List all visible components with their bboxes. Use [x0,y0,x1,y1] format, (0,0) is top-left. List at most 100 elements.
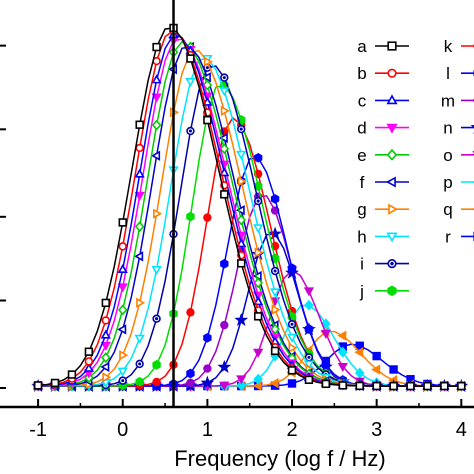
point-l-22 [220,259,229,269]
legend-marker-a [387,41,397,51]
point-k-20 [203,213,212,222]
point-d-12 [134,191,145,201]
point-a-42 [389,381,398,391]
legend-label-e: e [357,146,366,165]
point-d-8 [100,341,111,351]
point-n-22 [217,359,232,373]
legend-item-b: b [357,64,409,83]
point-h-12 [134,334,145,344]
series-layer [31,23,469,392]
point-q-36 [337,330,347,341]
legend-marker-f [386,176,396,188]
point-j-18 [186,211,195,222]
point-i-24-core [239,127,243,131]
legend-label-l: l [446,64,450,83]
point-a-46 [423,381,432,391]
point-m-22 [220,320,229,330]
point-a-32 [304,375,314,385]
point-c-14 [151,74,162,84]
legend-item-f: f [360,173,409,192]
point-p-32 [304,299,314,311]
x-tick-label-5: 4 [456,419,467,441]
point-h-14 [151,265,162,276]
point-n-20 [200,375,215,389]
point-a-2 [50,378,60,388]
point-p-24 [236,379,247,391]
x-tick-label-1: 0 [117,419,128,441]
legend-label-j: j [359,282,364,301]
legend-item-a: a [357,37,409,56]
point-f-10 [117,324,127,335]
point-l-26 [253,153,263,163]
point-g-10 [119,350,129,361]
point-q-28 [269,378,279,389]
point-r-42 [389,365,398,374]
legend-label-f: f [360,173,365,192]
point-h-18 [185,77,196,88]
x-tick-label-2: 1 [202,419,213,441]
legend-label-n: n [443,119,452,138]
legend-marker-c [386,94,398,105]
point-c-8 [100,329,111,339]
point-g-20 [203,56,213,67]
point-h-30 [286,333,298,343]
point-g-24 [237,176,247,187]
point-i-20-core [205,66,209,70]
point-i-10-core [121,379,125,383]
point-f-24 [235,205,245,216]
point-a-44 [406,381,415,391]
point-l-34 [321,360,331,370]
point-l-28 [270,194,280,204]
point-h-10 [117,367,128,377]
legend-label-c: c [358,91,367,110]
point-f-26 [252,270,262,282]
point-m-18 [186,378,195,388]
legend-label-o: o [443,146,452,165]
legend-item-i: i [360,255,409,274]
point-l-18 [186,368,195,379]
point-o-34 [320,329,331,339]
point-e-22 [219,143,230,155]
legend-item-m: m [441,91,474,110]
point-c-10 [117,263,128,273]
legend-label-m: m [441,91,455,110]
point-m-20 [203,364,212,373]
point-h-32 [303,360,315,370]
series-p [33,299,467,392]
point-b-12 [135,143,144,153]
point-a-14 [152,42,161,52]
point-k-18 [186,308,195,317]
point-a-50 [457,381,466,391]
point-i-18-core [188,129,192,133]
point-p-36 [337,346,348,358]
point-b-8 [101,316,111,325]
point-i-32-core [307,355,311,359]
point-r-38 [355,341,364,350]
legend-label-r: r [445,227,451,246]
point-a-38 [355,381,364,391]
legend-label-k: k [444,37,453,56]
legend-marker-i-core [390,261,394,266]
point-f-22 [218,132,228,144]
point-p-26 [253,373,263,385]
point-a-28 [270,346,280,356]
point-g-14 [153,208,163,219]
point-i-12-core [138,362,142,366]
point-f-14 [151,150,161,161]
point-q-38 [354,347,364,358]
point-i-28-core [273,269,277,273]
point-q-40 [371,364,381,375]
point-e-20 [202,79,213,91]
point-f-20 [201,72,211,83]
point-a-48 [440,381,449,391]
point-a-24 [237,259,246,268]
point-a-30 [287,366,297,375]
legend-item-e: e [357,146,409,165]
point-i-22-core [222,76,226,80]
point-i-14-core [155,317,159,321]
point-o-26 [253,348,264,358]
point-o-24 [236,375,247,385]
legend-item-c: c [358,91,409,110]
